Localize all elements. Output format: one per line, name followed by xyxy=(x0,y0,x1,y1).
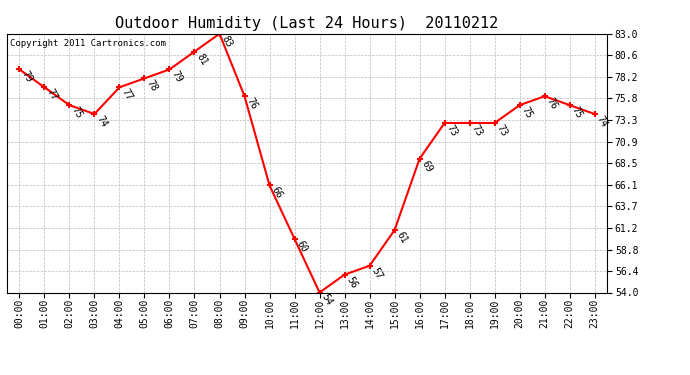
Text: 79: 79 xyxy=(19,69,34,85)
Text: 81: 81 xyxy=(195,52,209,67)
Text: 76: 76 xyxy=(244,96,259,111)
Text: 75: 75 xyxy=(70,105,84,120)
Text: 75: 75 xyxy=(520,105,534,120)
Text: 69: 69 xyxy=(420,159,434,174)
Text: 56: 56 xyxy=(344,274,359,290)
Text: 79: 79 xyxy=(170,69,184,85)
Text: 61: 61 xyxy=(395,230,409,245)
Text: 73: 73 xyxy=(495,123,509,138)
Title: Outdoor Humidity (Last 24 Hours)  20110212: Outdoor Humidity (Last 24 Hours) 2011021… xyxy=(115,16,499,31)
Text: 57: 57 xyxy=(370,266,384,281)
Text: 83: 83 xyxy=(219,34,234,49)
Text: 73: 73 xyxy=(444,123,459,138)
Text: 73: 73 xyxy=(470,123,484,138)
Text: 77: 77 xyxy=(119,87,134,102)
Text: 74: 74 xyxy=(595,114,609,129)
Text: 60: 60 xyxy=(295,239,309,254)
Text: 77: 77 xyxy=(44,87,59,102)
Text: Copyright 2011 Cartronics.com: Copyright 2011 Cartronics.com xyxy=(10,39,166,48)
Text: 78: 78 xyxy=(144,78,159,93)
Text: 74: 74 xyxy=(95,114,109,129)
Text: 66: 66 xyxy=(270,185,284,201)
Text: 75: 75 xyxy=(570,105,584,120)
Text: 54: 54 xyxy=(319,292,334,308)
Text: 76: 76 xyxy=(544,96,559,111)
